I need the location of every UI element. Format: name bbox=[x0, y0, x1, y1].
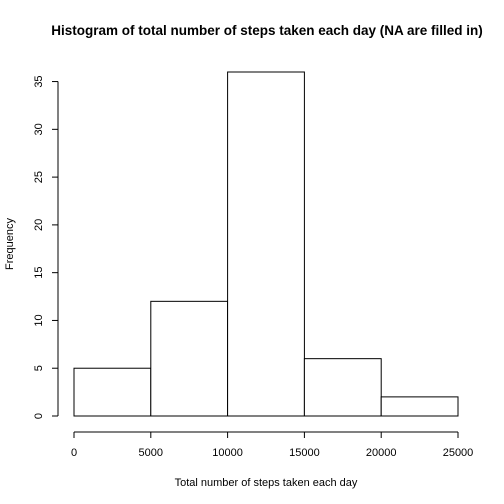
x-axis-label: Total number of steps taken each day bbox=[175, 477, 358, 489]
x-tick-label-4: 20000 bbox=[366, 447, 397, 459]
y-tick-label-1: 5 bbox=[33, 365, 45, 371]
x-tick-label-0: 0 bbox=[71, 447, 77, 459]
y-axis-label: Frequency bbox=[4, 218, 16, 270]
y-tick-label-2: 10 bbox=[33, 314, 45, 326]
x-tick-label-1: 5000 bbox=[139, 447, 163, 459]
x-tick-label-5: 25000 bbox=[443, 447, 474, 459]
chart-title: Histogram of total number of steps taken… bbox=[51, 23, 483, 38]
histogram-bar-4 bbox=[380, 396, 459, 417]
y-tick-label-4: 20 bbox=[33, 219, 45, 231]
y-axis: 0 5 10 15 20 25 30 35 bbox=[33, 75, 59, 419]
x-tick-label-2: 10000 bbox=[212, 447, 243, 459]
x-axis: 0 5000 10000 15000 20000 25000 bbox=[71, 431, 474, 459]
histogram-bars bbox=[73, 71, 459, 417]
histogram-bar-1 bbox=[150, 300, 229, 417]
histogram-bar-3 bbox=[303, 358, 382, 417]
x-tick-label-3: 15000 bbox=[289, 447, 320, 459]
y-tick-label-0: 0 bbox=[33, 413, 45, 419]
y-tick-label-5: 25 bbox=[33, 171, 45, 183]
y-tick-label-6: 30 bbox=[33, 123, 45, 135]
y-tick-label-3: 15 bbox=[33, 267, 45, 279]
histogram-bar-2 bbox=[227, 71, 305, 417]
y-tick-label-7: 35 bbox=[33, 75, 45, 87]
histogram-bar-0 bbox=[73, 367, 152, 417]
